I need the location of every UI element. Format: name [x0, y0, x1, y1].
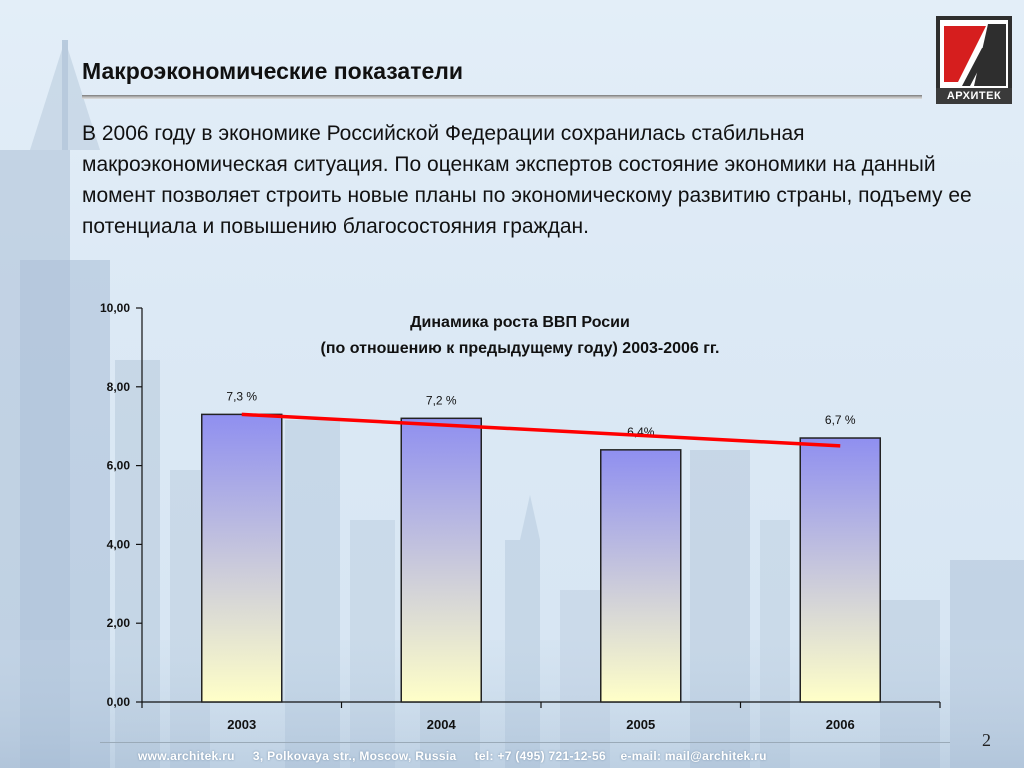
- x-tick-label-2006: 2006: [826, 717, 855, 732]
- intro-paragraph: В 2006 году в экономике Российской Федер…: [82, 122, 972, 238]
- data-label-2004: 7,2 %: [426, 393, 457, 407]
- y-tick-label: 6,00: [107, 459, 131, 473]
- bar-2004: [400, 417, 482, 703]
- chart-title-line1: Динамика роста ВВП Росии: [410, 314, 630, 331]
- data-label-2006: 6,7 %: [825, 413, 856, 427]
- slide-title: Макроэкономические показатели: [82, 58, 464, 84]
- data-label-2003: 7,3 %: [226, 389, 257, 403]
- logo-wordmark: АРХИТЕК: [936, 88, 1012, 104]
- y-tick-label: 10,00: [100, 301, 130, 315]
- y-tick-label: 0,00: [107, 695, 131, 709]
- bar-2005: [600, 449, 682, 703]
- footer-divider: [100, 742, 950, 743]
- chart-title-line2: (по отношению к предыдущему году) 2003-2…: [321, 340, 720, 357]
- y-tick-label: 8,00: [107, 380, 131, 394]
- y-tick-label: 4,00: [107, 537, 131, 551]
- page-number: 2: [982, 730, 991, 750]
- x-tick-label-2004: 2004: [427, 717, 457, 732]
- title-divider: [82, 95, 922, 99]
- trend-line: [241, 412, 841, 448]
- bar-2006: [799, 437, 881, 703]
- bar-2003: [201, 413, 283, 703]
- y-tick-label: 2,00: [107, 616, 131, 630]
- x-tick-label-2003: 2003: [227, 717, 256, 732]
- footer-contact-info: www.architek.ru 3, Polkovaya str., Mosco…: [138, 749, 767, 763]
- x-tick-label-2005: 2005: [626, 717, 655, 732]
